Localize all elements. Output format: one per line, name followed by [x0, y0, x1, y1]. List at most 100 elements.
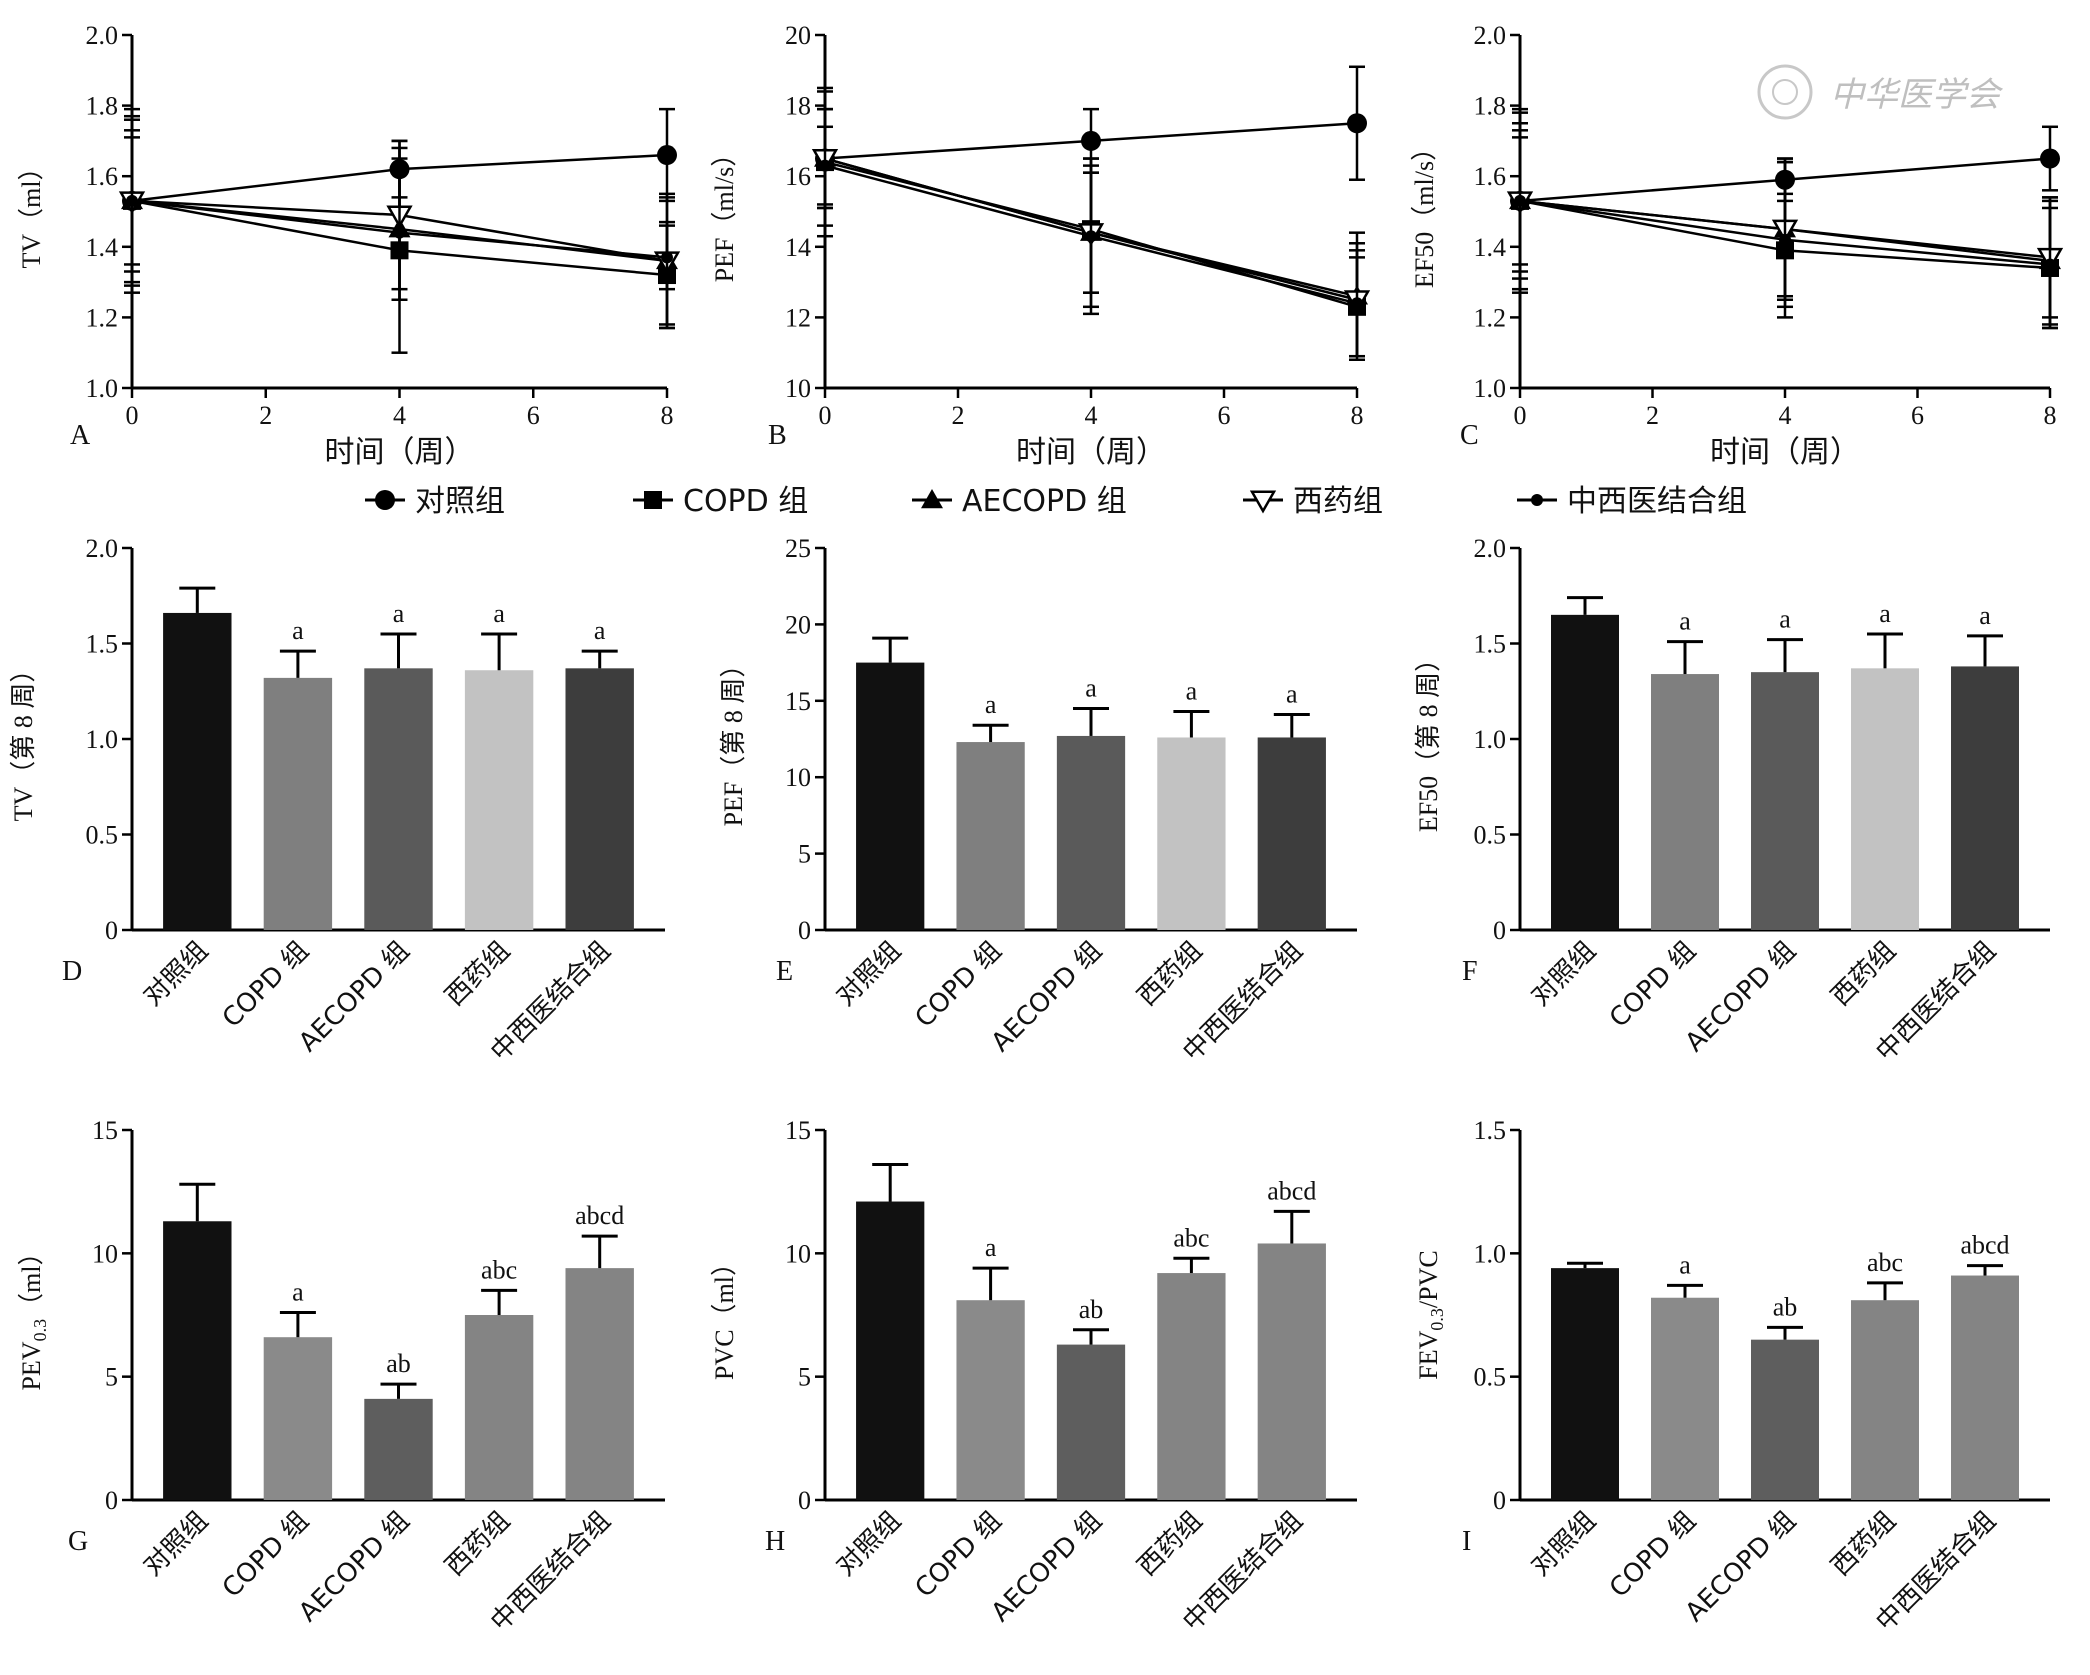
bar: [1651, 1297, 1719, 1500]
y-axis-label: TV（ml）: [17, 154, 46, 268]
legend-label: 对照组: [415, 484, 505, 519]
x-tick-label: 4: [1085, 401, 1098, 430]
y-axis-label: EF50（ml/s）: [1410, 135, 1439, 288]
bar: [565, 668, 634, 930]
y-tick-label: 2.0: [1474, 21, 1507, 50]
bar: [1951, 1275, 2019, 1500]
bar: [1851, 1300, 1919, 1500]
legend-label: 西药组: [1293, 484, 1383, 519]
bar: [1056, 735, 1126, 930]
bar-group: a 西药组: [1826, 599, 1919, 1012]
significance-label: a: [985, 690, 997, 719]
data-point: [661, 251, 673, 264]
x-tick-label: 0: [819, 401, 832, 430]
panel-c: 1.0 1.2 1.4 1.6 1.8 2.0 0 2 4 6 8 EF50（ml/s） 时间（周） C: [1410, 21, 2064, 470]
panel-b: 10 12 14 16 18 20 0 2 4 6 8 PEF（ml/s） 时间（周） B: [710, 21, 1371, 470]
bar: [1851, 668, 1919, 930]
category-label: 对照组: [831, 1506, 907, 1582]
watermark-seal-icon: [1757, 64, 1813, 120]
significance-label: a: [1779, 605, 1791, 634]
y-tick-label: 0.5: [1474, 821, 1507, 850]
y-tick-label: 0.5: [86, 821, 119, 850]
bar: [263, 1337, 333, 1500]
legend-marker: [1249, 490, 1277, 514]
panel-letter: A: [70, 420, 91, 451]
watermark: 中华医学会: [1757, 64, 2004, 120]
significance-label: a: [1085, 673, 1097, 702]
panel-letter: F: [1462, 956, 1478, 987]
bar: [1751, 1339, 1819, 1500]
bar-group: 对照组: [138, 1182, 232, 1582]
bar: [1951, 666, 2019, 930]
legend-label: AECOPD 组: [962, 484, 1127, 519]
significance-label: a: [594, 616, 606, 645]
figure-legend: 对照组 COPD 组 AECOPD 组 西药组 中西医结合组: [365, 484, 1747, 519]
y-tick-label: 0: [105, 916, 118, 945]
legend-label: 中西医结合组: [1567, 484, 1747, 519]
bar-group: 对照组: [831, 636, 925, 1012]
panel-letter: C: [1460, 420, 1479, 451]
y-tick-label: 10: [785, 763, 811, 792]
significance-label: abcd: [1960, 1231, 2009, 1260]
data-point: [1514, 194, 1526, 207]
x-tick-label: 0: [126, 401, 139, 430]
legend-marker: [1531, 494, 1543, 506]
x-tick-label: 6: [1218, 401, 1231, 430]
category-label: 西药组: [440, 1506, 516, 1582]
series: [124, 107, 675, 301]
bar: [464, 670, 534, 930]
bar-group: a COPD 组: [1604, 1250, 1719, 1604]
y-axis-label: PVC（ml）: [710, 1250, 739, 1380]
watermark-seal-inner-icon: [1772, 79, 1798, 105]
bar-group: abc 西药组: [440, 1255, 534, 1582]
y-axis-label: PEV0.3（ml）: [17, 1239, 50, 1390]
y-tick-label: 10: [785, 374, 811, 403]
data-point: [1779, 233, 1791, 246]
bar-group: a COPD 组: [910, 690, 1025, 1034]
y-axis-label: TV（第 8 周）: [9, 657, 38, 822]
legend-item: COPD 组: [633, 484, 808, 519]
panel-a: 1.0 1.2 1.4 1.6 1.8 2.0 0 2 4 6 8 TV（ml） 时间（周） A: [17, 21, 681, 470]
y-tick-label: 2.0: [86, 21, 119, 50]
bar: [1157, 737, 1226, 930]
category-label: 西药组: [1826, 936, 1902, 1012]
significance-label: a: [292, 616, 304, 645]
y-tick-label: 18: [785, 92, 811, 121]
x-tick-label: 6: [527, 401, 540, 430]
significance-label: ab: [386, 1349, 411, 1378]
category-label: 西药组: [1826, 1506, 1902, 1582]
panel-letter: D: [62, 956, 82, 987]
bar: [464, 1315, 534, 1500]
y-tick-label: 1.4: [86, 233, 119, 262]
bar-group: 对照组: [831, 1163, 925, 1582]
category-label: COPD 组: [1604, 1506, 1702, 1604]
category-label: 对照组: [138, 1506, 214, 1582]
data-point: [393, 226, 406, 239]
bar-group: 对照组: [138, 586, 232, 1012]
legend-item: 西药组: [1243, 484, 1383, 519]
y-tick-label: 1.0: [86, 725, 119, 754]
y-tick-label: 1.6: [86, 162, 119, 191]
significance-label: abcd: [1267, 1176, 1316, 1205]
x-tick-label: 4: [393, 401, 406, 430]
category-label: COPD 组: [217, 936, 315, 1034]
category-label: COPD 组: [910, 936, 1008, 1034]
significance-label: a: [1679, 607, 1691, 636]
bar: [1551, 614, 1619, 930]
x-tick-label: 8: [2044, 401, 2057, 430]
y-tick-label: 1.6: [1474, 162, 1507, 191]
significance-label: a: [985, 1233, 997, 1262]
series: [817, 125, 1365, 358]
y-tick-label: 1.0: [1474, 1239, 1507, 1268]
bar: [956, 1300, 1025, 1500]
category-label: 对照组: [138, 936, 214, 1012]
bar: [364, 668, 433, 930]
category-label: 对照组: [831, 936, 907, 1012]
x-tick-label: 0: [1514, 401, 1527, 430]
category-label: 西药组: [440, 936, 516, 1012]
y-tick-label: 1.0: [86, 374, 119, 403]
bar: [163, 612, 232, 930]
panel-letter: I: [1462, 1526, 1471, 1557]
